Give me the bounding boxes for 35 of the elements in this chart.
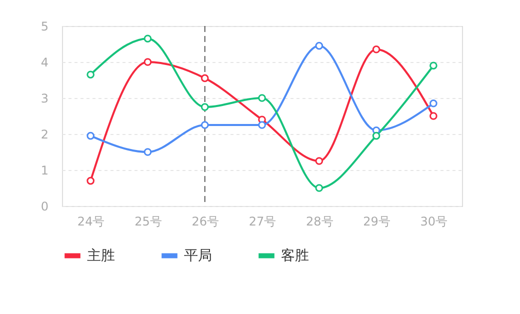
point: [200, 121, 209, 129]
y-tick-label: 3: [40, 92, 48, 106]
legend-label: 平局: [184, 248, 212, 264]
x-tick-label: 30号: [420, 214, 448, 228]
point: [86, 176, 94, 185]
point: [430, 99, 438, 108]
point: [430, 62, 438, 70]
point: [430, 112, 438, 120]
point: [144, 58, 152, 66]
y-tick-label: 2: [40, 128, 48, 142]
x-tick-label: 26号: [192, 214, 219, 228]
point: [86, 70, 94, 79]
point: [315, 42, 324, 50]
point: [86, 132, 94, 140]
point: [372, 45, 380, 54]
legend-label: 主胜: [87, 248, 115, 264]
legend-label: 客胜: [281, 248, 309, 264]
point: [200, 103, 209, 111]
point: [315, 184, 324, 192]
point: [372, 132, 380, 140]
y-tick-label: 5: [40, 20, 48, 34]
point: [144, 148, 152, 156]
point: [200, 74, 209, 82]
x-tick-label: 25号: [134, 214, 162, 228]
point: [258, 94, 266, 102]
y-tick-label: 0: [40, 200, 48, 214]
x-tick-label: 24号: [77, 214, 105, 228]
x-tick-label: 29号: [363, 214, 390, 228]
point: [144, 34, 152, 43]
y-tick-label: 4: [40, 56, 48, 70]
x-tick-label: 27号: [248, 214, 276, 228]
x-tick-label: 28号: [306, 214, 334, 228]
point: [258, 121, 266, 129]
y-tick-label: 1: [40, 164, 48, 178]
point: [315, 157, 324, 165]
